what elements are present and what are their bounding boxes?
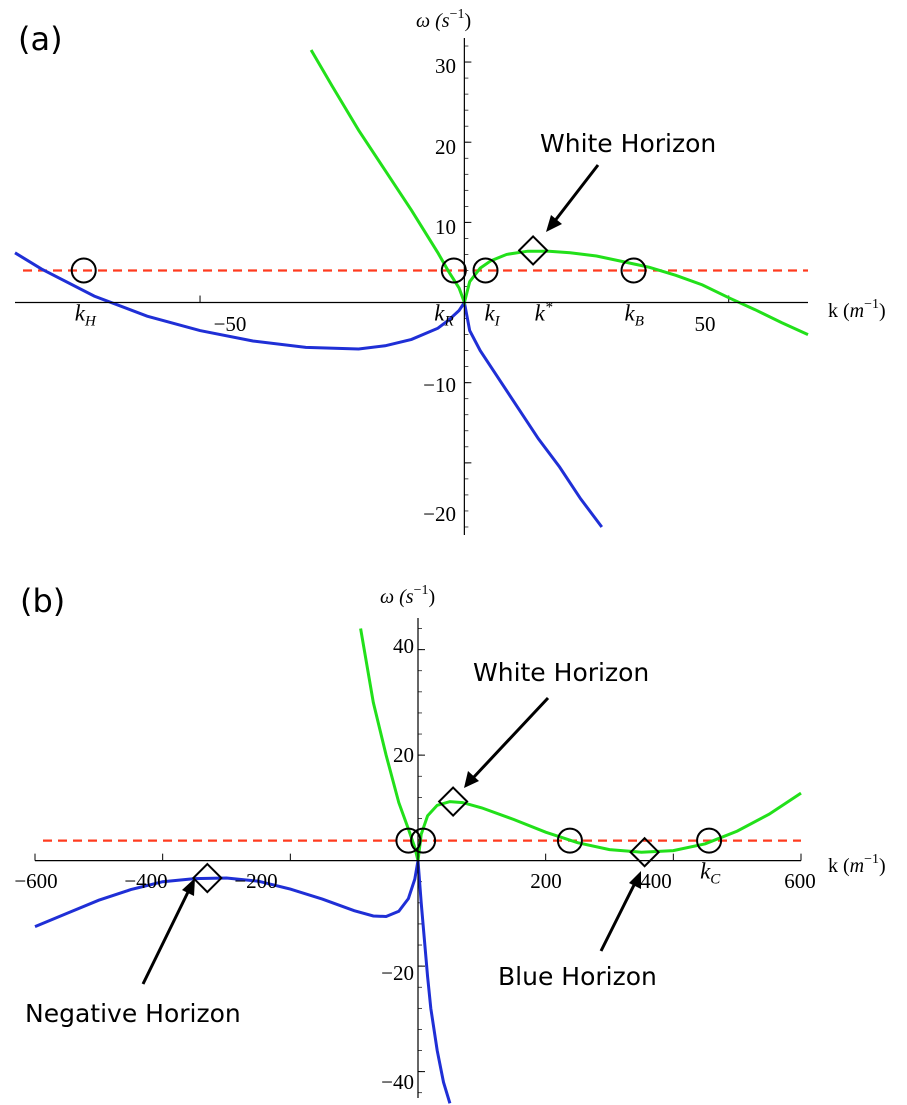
a-blue-branch-curve xyxy=(14,251,603,528)
a-circle-marker-1 xyxy=(440,257,467,284)
b-negative-horizon-arrowhead xyxy=(182,878,195,896)
b-negative-horizon-label: Negative Horizon xyxy=(25,999,241,1028)
b-circle-marker-0 xyxy=(395,827,422,854)
a-green-branch-curve xyxy=(309,49,809,336)
panel-label-a: (a) xyxy=(18,20,63,58)
a-circle-marker-2 xyxy=(472,257,499,284)
b-x-axis-title: k (m−1) xyxy=(828,852,886,877)
a-white-horizon-arrow xyxy=(552,164,600,223)
a-k-labels: kH kR kI k* kB xyxy=(75,300,644,330)
a-ytick-label-neg20: −20 xyxy=(423,502,456,526)
b-markers xyxy=(191,786,723,894)
b-ytick-label-neg40: −40 xyxy=(381,1070,414,1094)
b-ytick-label-20: 20 xyxy=(393,743,414,767)
b-blue-horizon-arrowhead xyxy=(629,871,641,889)
panel-b: (b) kC −600 −400 −200 200 400 600 −40 −2… xyxy=(14,582,886,1104)
a-k-label-3: k* xyxy=(535,300,553,326)
b-green-branch-curve xyxy=(359,628,802,861)
b-blue-horizon-label: Blue Horizon xyxy=(498,962,657,991)
a-x-axis-title: k (m−1) xyxy=(828,297,886,322)
b-diamond-marker-1 xyxy=(437,786,469,817)
a-tick-marks xyxy=(199,45,730,528)
a-ytick-label-neg10: −10 xyxy=(423,373,456,397)
a-k-label-0: kH xyxy=(75,301,97,330)
b-y-axis-title: ω (s−1) xyxy=(380,583,435,608)
b-k-label-0: kC xyxy=(700,859,721,888)
a-ytick-label-10: 10 xyxy=(435,215,456,239)
b-circle-marker-1 xyxy=(410,827,437,854)
b-negative-horizon-arrow xyxy=(141,889,191,985)
b-white-horizon-label: White Horizon xyxy=(473,658,649,687)
a-ytick-label-30: 30 xyxy=(435,54,456,78)
b-xtick-label-neg400: −400 xyxy=(124,869,167,893)
a-xtick-label-50: 50 xyxy=(695,312,716,336)
panel-a: (a) kH kR kI k* kB −50 50 −20 −10 10 20 30 ω… xyxy=(14,7,886,535)
b-tick-marks xyxy=(34,628,802,1094)
a-white-horizon-label: White Horizon xyxy=(540,129,716,158)
a-xtick-label-neg50: −50 xyxy=(214,312,247,336)
b-blue-horizon-arrow xyxy=(599,882,637,952)
b-xtick-label-600: 600 xyxy=(784,869,816,893)
a-markers xyxy=(70,235,647,284)
b-ytick-label-neg20: −20 xyxy=(381,961,414,985)
a-white-horizon-arrowhead xyxy=(546,215,562,232)
b-ytick-label-40: 40 xyxy=(393,634,414,658)
a-circle-marker-3 xyxy=(620,257,647,284)
b-k-labels: kC xyxy=(700,859,721,888)
b-diamond-marker-2 xyxy=(629,836,661,868)
a-y-axis-title: ω (s−1) xyxy=(416,7,471,32)
b-xtick-label-400: 400 xyxy=(640,869,672,893)
b-white-horizon-arrowhead xyxy=(464,771,479,788)
b-diamond-marker-0 xyxy=(191,862,223,894)
a-k-label-2: kI xyxy=(484,301,500,330)
b-xtick-label-neg600: −600 xyxy=(14,869,57,893)
panel-label-b: (b) xyxy=(20,582,65,620)
a-k-label-4: kB xyxy=(625,301,644,330)
a-circle-marker-0 xyxy=(70,257,97,284)
b-xtick-label-200: 200 xyxy=(530,869,562,893)
b-white-horizon-arrow xyxy=(471,696,550,780)
a-k-label-1: kR xyxy=(434,301,453,330)
b-xtick-label-neg200: −200 xyxy=(234,869,277,893)
b-circle-marker-3 xyxy=(696,827,723,854)
a-ytick-label-20: 20 xyxy=(435,135,456,159)
b-blue-branch-curve xyxy=(34,860,452,1104)
a-diamond-marker-0 xyxy=(517,235,549,266)
b-circle-marker-2 xyxy=(556,827,583,854)
